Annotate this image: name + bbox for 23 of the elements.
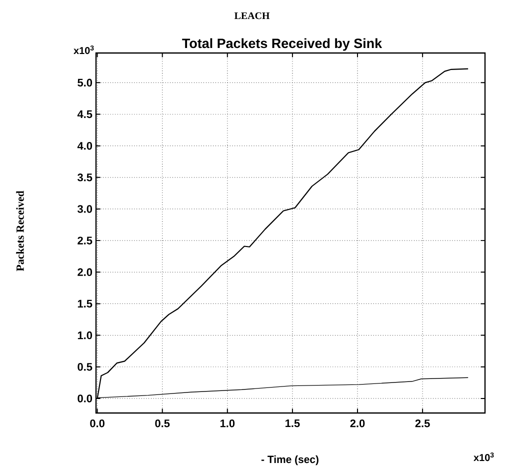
x-tick-label: 2.5	[415, 420, 430, 428]
x-tick-label: 1.5	[286, 420, 300, 428]
y-tick-label: 2.5	[78, 236, 92, 244]
y-tick-label: 4.0	[77, 142, 92, 150]
y-tick-label: 3.0	[78, 205, 92, 213]
x-tick-label: 1.0	[220, 420, 235, 428]
y-axis-title: Packets Received	[16, 190, 24, 272]
x-axis-title: - Time (sec)	[261, 455, 318, 466]
y-tick-label: 0.5	[78, 363, 92, 371]
chart-title: LEACH	[234, 12, 270, 20]
x-tick-label: 0.5	[155, 420, 170, 428]
chart-subtitle: Total Packets Received by Sink	[182, 38, 382, 51]
x-tick-label: 0.0	[90, 420, 104, 428]
y-tick-label: 0.0	[78, 394, 92, 402]
y-tick-label: 3.5	[78, 174, 92, 182]
x-tick-label: 2.0	[350, 420, 365, 428]
y-tick-label: 1.5	[78, 300, 92, 308]
y-tick-label: 2.0	[78, 268, 92, 276]
y-tick-label: 5.0	[78, 78, 92, 87]
y-tick-label: 1.0	[78, 331, 92, 340]
y-tick-label: 4.5	[77, 110, 92, 118]
text: x10$^{3}$	[74, 46, 94, 54]
text: x10$^{3}$	[474, 452, 494, 462]
